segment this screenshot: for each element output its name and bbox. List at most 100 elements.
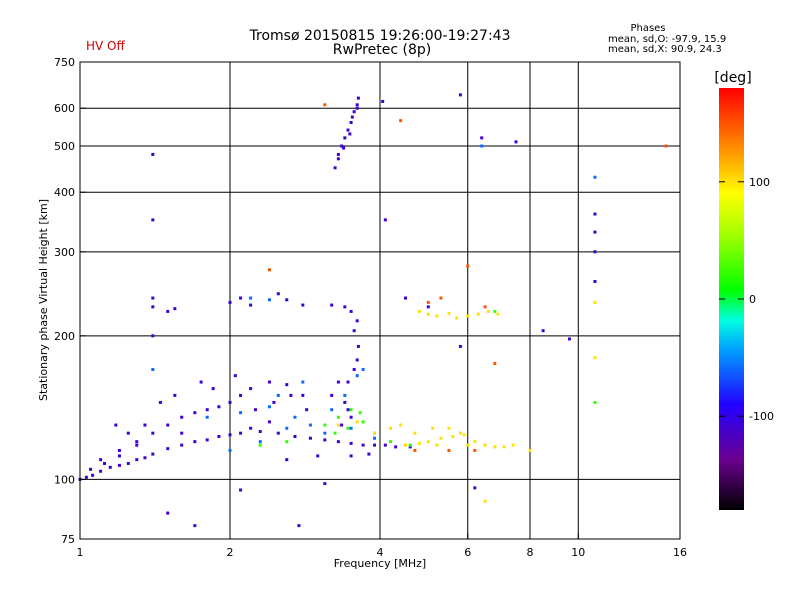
data-point xyxy=(343,400,347,404)
data-point xyxy=(199,380,203,384)
data-point xyxy=(346,380,350,384)
chart-title: Tromsø 20150815 19:26:00-19:27:43 xyxy=(249,28,511,44)
data-point xyxy=(389,440,393,444)
data-point xyxy=(205,408,209,412)
data-point xyxy=(249,303,253,307)
data-point xyxy=(272,400,276,404)
data-point xyxy=(417,309,421,313)
data-point xyxy=(361,420,365,424)
data-point xyxy=(493,361,497,365)
data-point xyxy=(493,445,497,449)
data-point xyxy=(158,400,162,404)
data-point xyxy=(356,96,360,100)
data-point xyxy=(373,443,377,447)
data-point xyxy=(431,426,435,430)
data-point xyxy=(403,443,407,447)
x-tick-label: 6 xyxy=(464,546,471,559)
colorbar-tick-label: 0 xyxy=(749,293,756,306)
data-point xyxy=(413,431,417,435)
data-points xyxy=(78,93,668,528)
data-point xyxy=(466,264,470,268)
grid-lines xyxy=(80,62,680,539)
data-point xyxy=(267,268,271,272)
data-point xyxy=(349,426,353,430)
data-point xyxy=(258,443,262,447)
data-point xyxy=(228,433,232,437)
data-point xyxy=(336,423,340,427)
data-point xyxy=(473,440,477,444)
data-point xyxy=(466,443,470,447)
x-tick-label: 8 xyxy=(527,546,534,559)
data-point xyxy=(180,415,184,419)
data-point xyxy=(180,431,184,435)
data-point xyxy=(276,393,280,397)
data-point xyxy=(301,303,305,307)
colorbar-unit: [deg] xyxy=(714,70,751,86)
data-point xyxy=(228,400,232,404)
data-point xyxy=(99,469,103,473)
data-point xyxy=(455,316,459,320)
data-point xyxy=(593,175,597,179)
data-point xyxy=(355,103,359,107)
data-point xyxy=(151,296,155,300)
phase-title: Phases xyxy=(630,23,665,34)
data-point xyxy=(135,440,139,444)
data-point xyxy=(323,431,327,435)
data-point xyxy=(336,157,340,161)
data-point xyxy=(399,423,403,427)
data-point xyxy=(249,296,253,300)
x-tick-label: 2 xyxy=(227,546,234,559)
data-point xyxy=(135,443,139,447)
data-point xyxy=(426,312,430,316)
data-point xyxy=(211,387,215,391)
data-point xyxy=(493,309,497,313)
data-point xyxy=(84,475,88,479)
data-point xyxy=(466,314,470,318)
data-point xyxy=(343,393,347,397)
data-point xyxy=(361,367,365,371)
data-point xyxy=(346,426,350,430)
data-point xyxy=(593,356,597,360)
data-point xyxy=(352,110,356,114)
data-point xyxy=(343,136,347,140)
data-point xyxy=(439,296,443,300)
data-point xyxy=(473,486,477,490)
data-point xyxy=(297,524,301,528)
data-point xyxy=(193,411,197,415)
data-point xyxy=(336,152,340,156)
data-point xyxy=(355,319,359,323)
data-point xyxy=(394,445,398,449)
data-point xyxy=(383,443,387,447)
x-tick-label: 1 xyxy=(77,546,84,559)
data-point xyxy=(323,482,327,486)
y-tick-label: 400 xyxy=(54,186,75,199)
data-point xyxy=(285,426,289,430)
data-point xyxy=(253,408,257,412)
data-point xyxy=(426,440,430,444)
data-point xyxy=(473,448,477,452)
data-point xyxy=(528,448,532,452)
data-point xyxy=(486,309,490,313)
x-axis-label: Frequency [MHz] xyxy=(334,557,426,570)
data-point xyxy=(301,393,305,397)
data-point xyxy=(462,433,466,437)
data-point xyxy=(239,393,243,397)
data-point xyxy=(439,436,443,440)
data-point xyxy=(458,431,462,435)
colorbar-ticks: 100 0 -100 xyxy=(719,176,774,423)
data-point xyxy=(333,166,337,170)
data-point xyxy=(383,218,387,222)
data-point xyxy=(381,99,385,103)
data-point xyxy=(166,511,170,515)
data-point xyxy=(447,426,451,430)
data-point xyxy=(593,279,597,283)
data-point xyxy=(340,144,344,148)
data-point xyxy=(301,380,305,384)
data-point xyxy=(151,152,155,156)
data-point xyxy=(352,329,356,333)
data-point xyxy=(173,307,177,311)
data-point xyxy=(267,405,271,409)
data-point xyxy=(426,305,430,309)
data-point xyxy=(151,452,155,456)
data-point xyxy=(346,128,350,132)
